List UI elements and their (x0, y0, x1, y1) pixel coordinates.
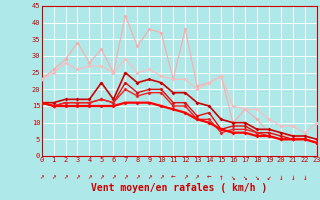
Text: ↗: ↗ (135, 172, 140, 182)
Text: ↓: ↓ (279, 172, 283, 182)
Text: ↘: ↘ (255, 172, 259, 182)
Text: ↗: ↗ (183, 172, 188, 182)
Text: ↓: ↓ (302, 172, 307, 182)
Text: ↗: ↗ (39, 172, 44, 182)
Text: ↑: ↑ (219, 172, 223, 182)
Text: ↗: ↗ (123, 172, 128, 182)
Text: ↗: ↗ (63, 172, 68, 182)
Text: ↘: ↘ (243, 172, 247, 182)
Text: ↗: ↗ (195, 172, 199, 182)
Text: ↗: ↗ (75, 172, 80, 182)
Text: ↗: ↗ (87, 172, 92, 182)
Text: ↗: ↗ (99, 172, 104, 182)
Text: ↗: ↗ (51, 172, 56, 182)
Text: ←: ← (207, 172, 212, 182)
Text: ↓: ↓ (291, 172, 295, 182)
Text: ↗: ↗ (111, 172, 116, 182)
Text: ↗: ↗ (147, 172, 152, 182)
Text: ↘: ↘ (231, 172, 235, 182)
Text: ↗: ↗ (159, 172, 164, 182)
X-axis label: Vent moyen/en rafales ( km/h ): Vent moyen/en rafales ( km/h ) (91, 183, 267, 193)
Text: ←: ← (171, 172, 176, 182)
Text: ↙: ↙ (267, 172, 271, 182)
